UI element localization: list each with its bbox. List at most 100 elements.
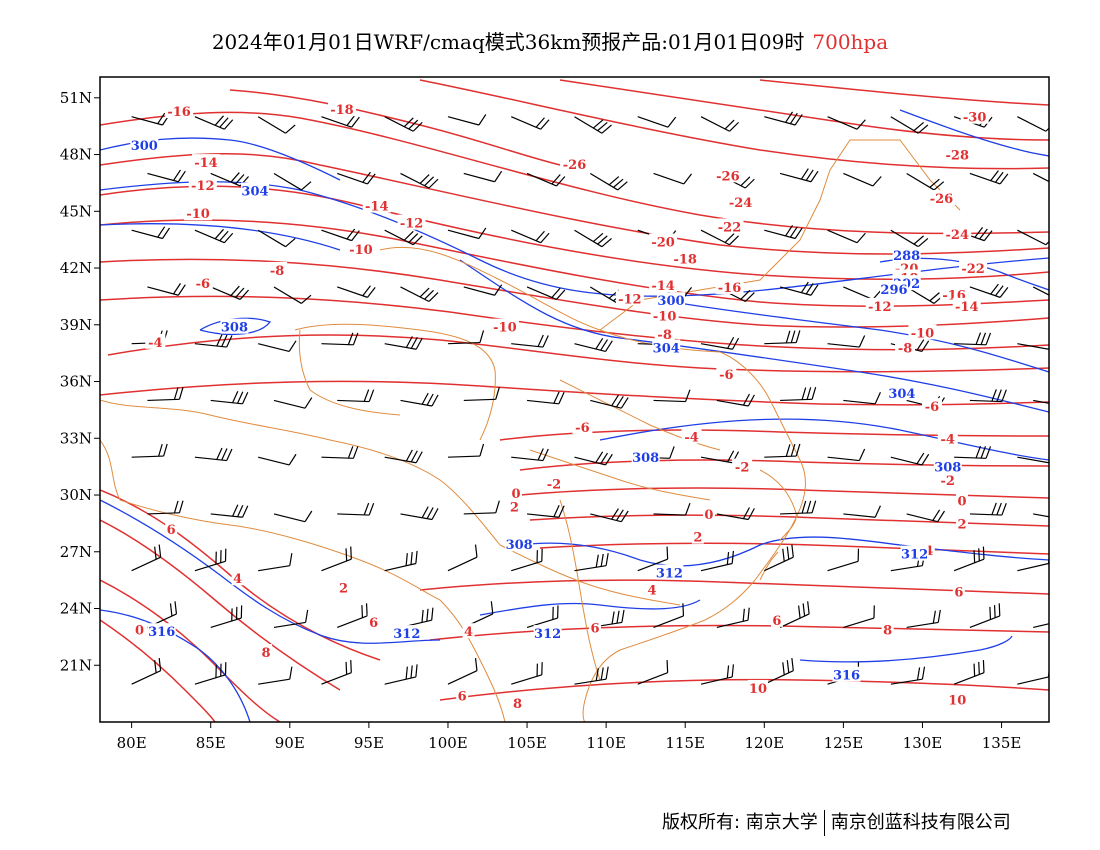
height-contour-label-bg	[533, 625, 562, 641]
wind-barb	[1017, 229, 1049, 246]
isotherm-label: -12	[618, 292, 642, 307]
wind-barb	[526, 504, 565, 518]
height-contour-label: 312	[901, 548, 928, 563]
isotherm-label: -2	[941, 474, 955, 489]
height-contour-label-bg	[900, 545, 929, 561]
wind-barb	[258, 453, 297, 466]
wind-barb	[653, 603, 685, 628]
wind-barb	[131, 658, 162, 685]
isotherm-label: -24	[729, 196, 753, 211]
wind-barb	[400, 392, 439, 407]
wind-barb	[827, 448, 866, 462]
lon-tick-label: 85E	[196, 734, 226, 752]
boundary-line	[559, 379, 721, 451]
isotherm-label-bg	[509, 485, 522, 501]
wind-barb	[954, 332, 992, 346]
wind-barb	[827, 116, 866, 130]
height-contour-label: 304	[653, 341, 680, 356]
wind-barb	[574, 553, 609, 572]
wind-barb	[716, 393, 755, 407]
isotherm-label: 4	[233, 572, 242, 587]
height-contour-label-bg	[147, 623, 176, 639]
pressure-level: 700hpa	[812, 30, 889, 54]
isotherm-line	[107, 334, 1049, 373]
wind-barb	[511, 334, 549, 348]
isotherm-label: 6	[167, 523, 176, 538]
wind-barb	[131, 544, 162, 572]
isotherm-label: 10	[749, 682, 767, 697]
isotherm-label: -6	[575, 421, 589, 436]
isotherm-line	[100, 619, 216, 722]
wind-barb	[384, 449, 423, 464]
wind-barb	[1017, 337, 1049, 350]
isotherm-label: 2	[693, 531, 702, 546]
wind-barb	[780, 387, 817, 402]
isotherm-label: 0	[511, 487, 520, 502]
wind-barb	[1017, 664, 1049, 685]
isotherm-label-bg	[940, 286, 969, 302]
isotherm-label-bg	[456, 687, 469, 703]
wind-barb	[637, 660, 669, 685]
wind-barb	[337, 389, 375, 403]
wind-barb	[131, 443, 168, 458]
boundary-line	[759, 469, 797, 541]
wind-barb	[194, 334, 233, 348]
boundary-line	[439, 599, 506, 722]
copyright-footer: 版权所有: 南京大学 南京创蓝科技有限公司	[662, 808, 1011, 836]
height-contour-label: 308	[934, 461, 961, 476]
isotherm-label: -10	[349, 243, 373, 258]
isotherm-label-bg	[649, 277, 678, 293]
wind-barb	[321, 228, 360, 242]
boundary-line	[294, 323, 496, 441]
isotherm-label-bg	[490, 318, 519, 334]
lon-tick-label: 90E	[275, 734, 305, 752]
wind-barb	[510, 229, 550, 244]
wind-barb	[273, 172, 312, 191]
wind-barb	[337, 502, 375, 516]
isotherm-label-bg	[327, 101, 356, 117]
isotherm-label-bg	[895, 339, 916, 355]
wind-barb	[447, 114, 487, 126]
wind-barb	[210, 390, 249, 405]
isotherm-line	[429, 624, 1049, 641]
wind-barb	[1032, 172, 1049, 189]
wind-barb	[337, 285, 376, 298]
height-contour-label-bg	[241, 182, 270, 198]
wind-barb	[1033, 399, 1049, 407]
isotherm-label: -4	[941, 432, 955, 447]
height-contour-label-bg	[631, 449, 660, 465]
boundary-line	[499, 544, 681, 606]
height-contour-label: 316	[833, 669, 860, 684]
wind-barb	[969, 502, 1007, 516]
wind-barb	[273, 286, 312, 304]
isotherm-label-bg	[716, 365, 737, 381]
isotherm-label: -8	[898, 341, 912, 356]
isotherm-label-bg	[650, 307, 679, 323]
wind-barb	[1032, 286, 1049, 303]
isotherm-label: -24	[946, 228, 970, 243]
isotherm-label-bg	[865, 297, 894, 313]
wind-barb	[764, 111, 803, 126]
lon-tick-label: 100E	[428, 734, 468, 752]
height-contour-label: 296	[880, 283, 907, 298]
wind-barb	[194, 447, 233, 462]
lon-tick-label: 130E	[903, 734, 943, 752]
lat-tick-label: 36N	[60, 373, 92, 391]
wind-barb	[273, 397, 313, 409]
lat-tick-label: 42N	[60, 259, 92, 277]
axis-ticks: 80E 85E 90E 95E 100E 105E 110E 115E 120E 125E 130E…	[60, 89, 1022, 752]
isotherm-label: -28	[946, 149, 970, 164]
wind-barb	[700, 664, 735, 685]
wind-barb	[210, 285, 249, 301]
height-contour-label: 316	[148, 625, 175, 640]
isotherm-label-bg	[397, 214, 426, 230]
lon-tick-label: 125E	[824, 734, 864, 752]
height-contour-label-bg	[652, 339, 681, 355]
wind-barb	[210, 504, 249, 518]
isotherm-label: -10	[493, 321, 517, 336]
isotherm-label-bg	[145, 333, 166, 349]
isotherm-label: -12	[868, 300, 892, 315]
wind-barb	[779, 601, 810, 628]
height-contour-label-bg	[832, 666, 861, 682]
isotherm-label: -26	[930, 192, 954, 207]
